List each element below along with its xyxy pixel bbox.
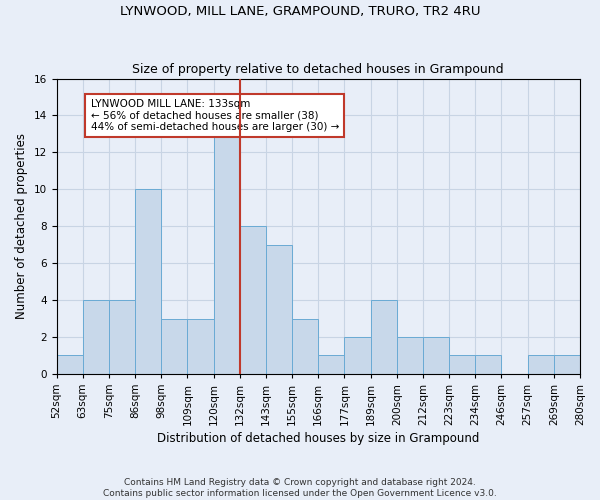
Bar (240, 226, 266, 374)
Bar (423, 337, 449, 374)
Bar (554, 356, 580, 374)
Title: Size of property relative to detached houses in Grampound: Size of property relative to detached ho… (133, 63, 504, 76)
Bar (344, 337, 371, 374)
Bar (135, 190, 161, 374)
Bar (318, 356, 344, 374)
Bar (214, 134, 240, 374)
Bar (266, 244, 292, 374)
Y-axis label: Number of detached properties: Number of detached properties (15, 133, 28, 319)
Bar (56, 356, 83, 374)
Bar (527, 356, 554, 374)
Bar (187, 318, 214, 374)
Bar (109, 300, 135, 374)
Bar (475, 356, 502, 374)
Text: LYNWOOD MILL LANE: 133sqm
← 56% of detached houses are smaller (38)
44% of semi-: LYNWOOD MILL LANE: 133sqm ← 56% of detac… (91, 99, 339, 132)
Bar (161, 318, 187, 374)
Text: LYNWOOD, MILL LANE, GRAMPOUND, TRURO, TR2 4RU: LYNWOOD, MILL LANE, GRAMPOUND, TRURO, TR… (120, 5, 480, 18)
Text: Contains HM Land Registry data © Crown copyright and database right 2024.
Contai: Contains HM Land Registry data © Crown c… (103, 478, 497, 498)
Bar (292, 318, 318, 374)
Bar (83, 300, 109, 374)
X-axis label: Distribution of detached houses by size in Grampound: Distribution of detached houses by size … (157, 432, 479, 445)
Bar (397, 337, 423, 374)
Bar (371, 300, 397, 374)
Bar (449, 356, 475, 374)
